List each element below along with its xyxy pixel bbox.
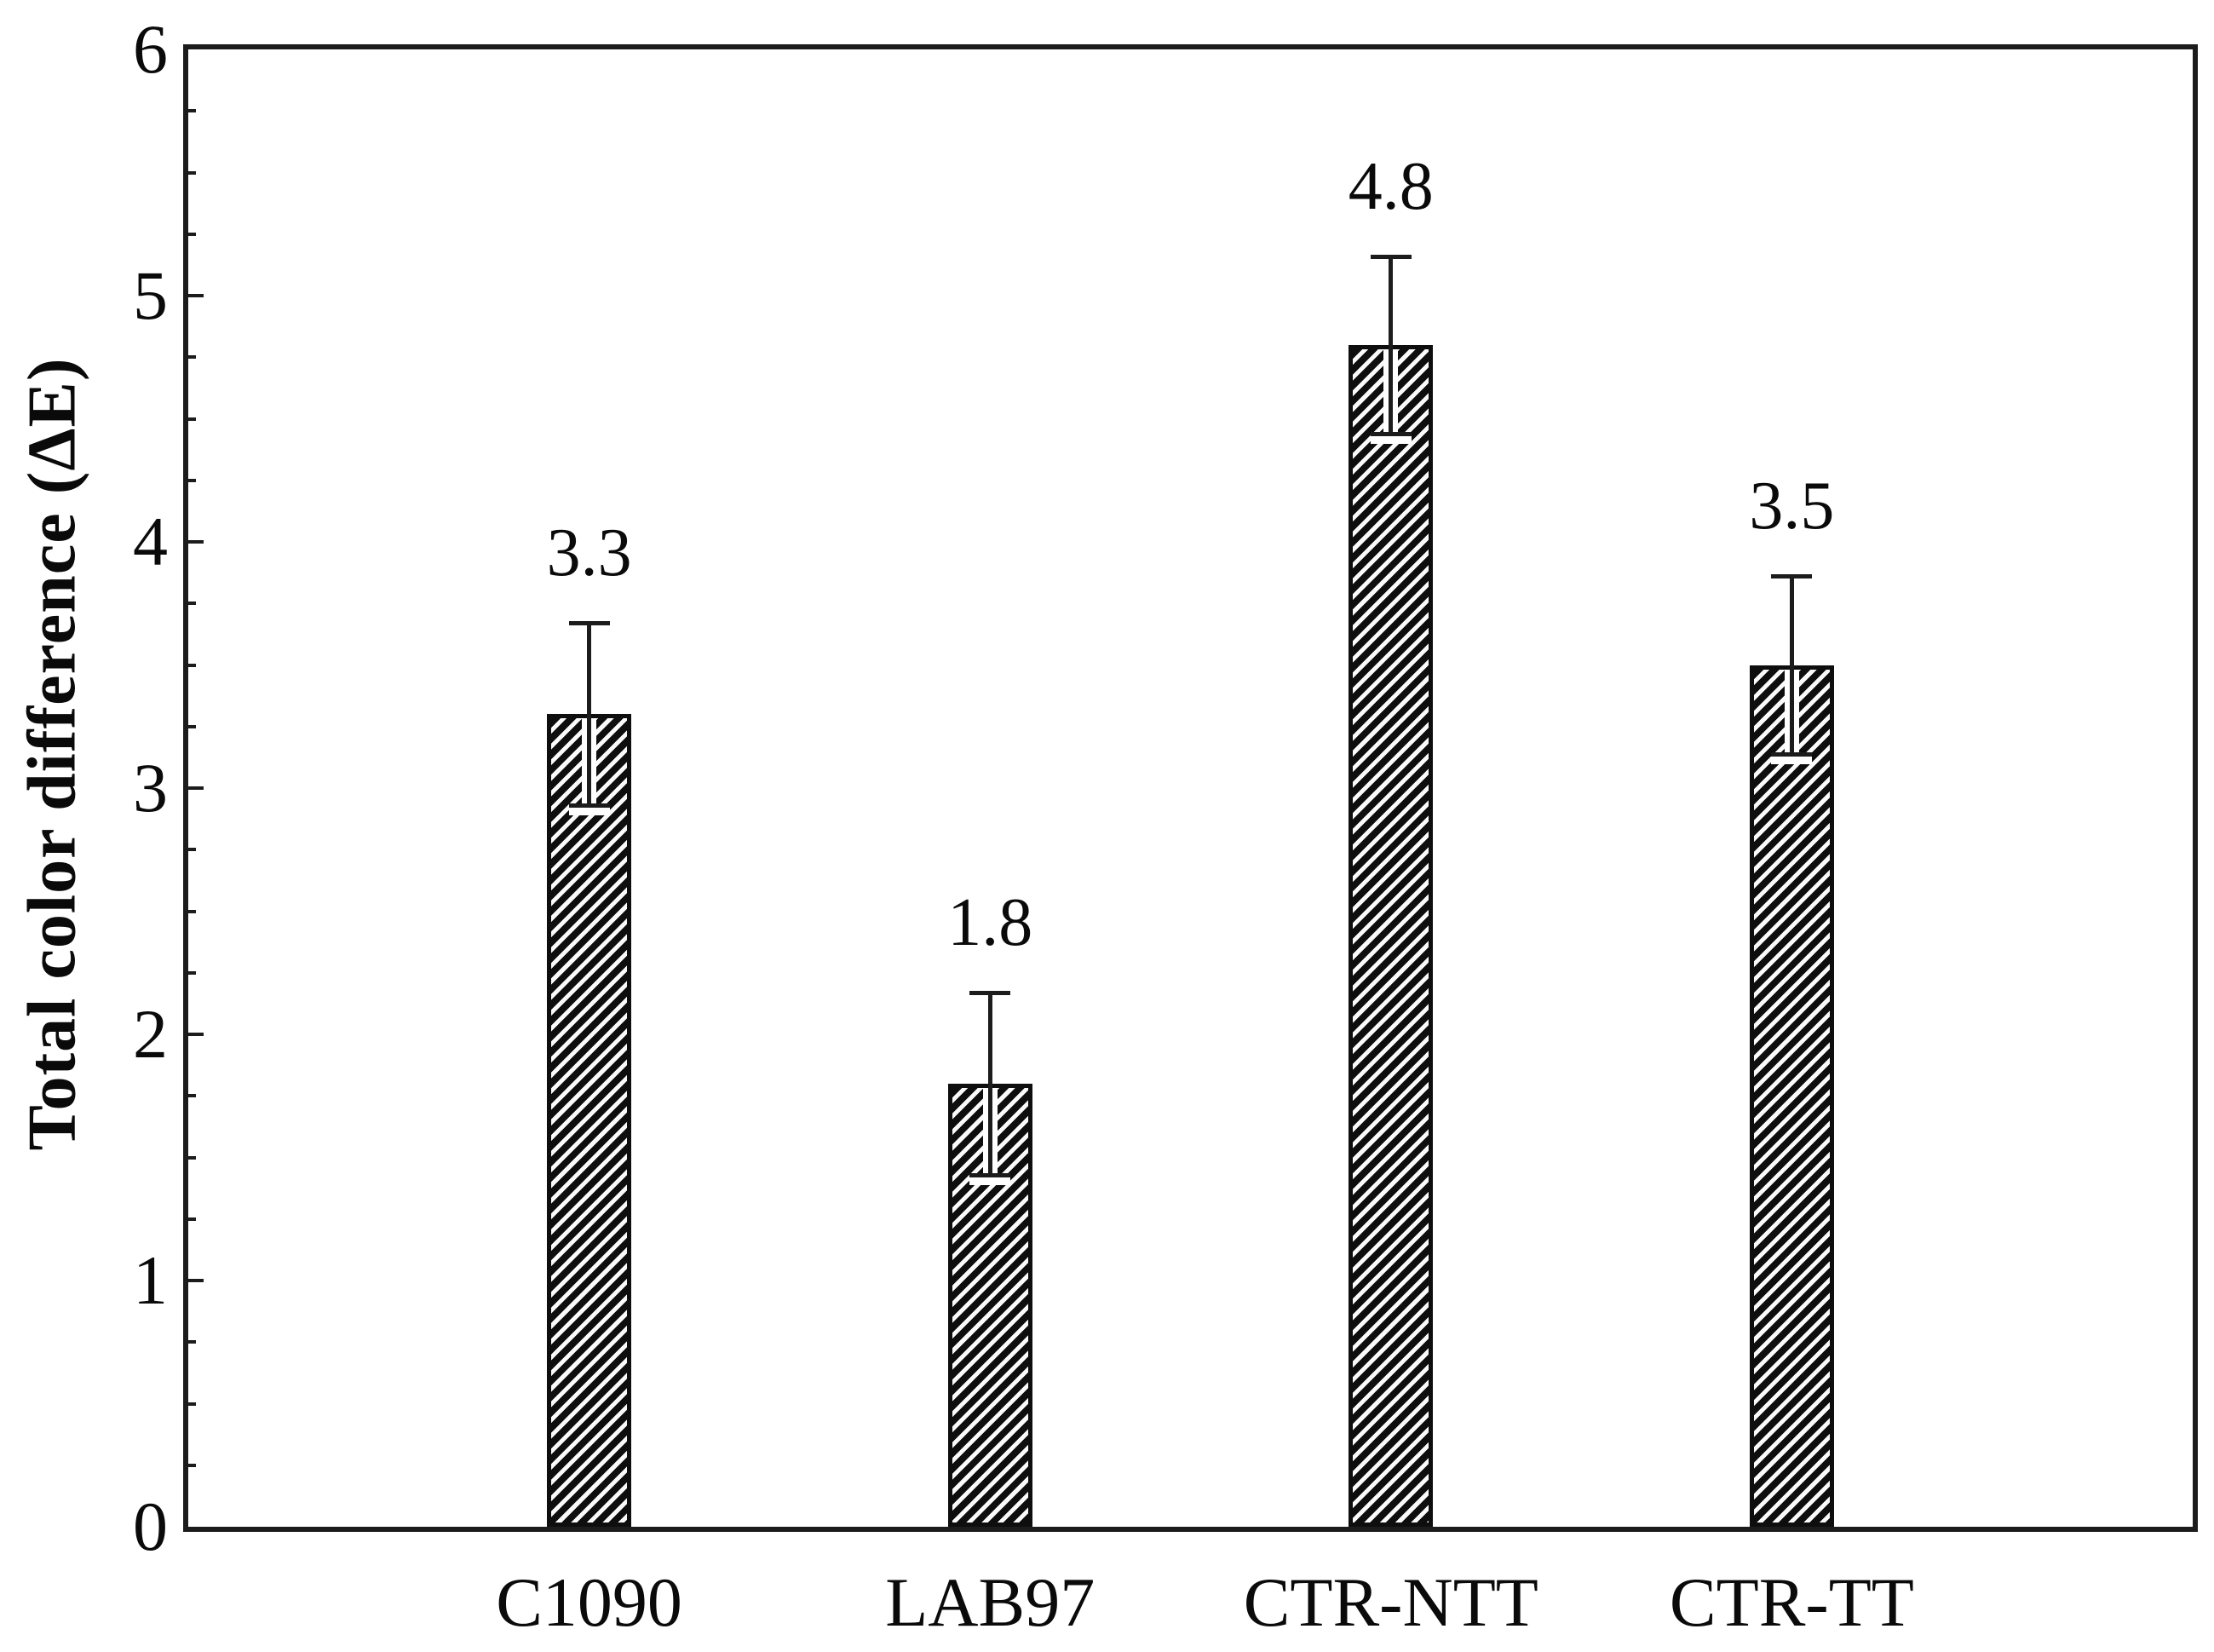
bar-value-label: 4.8 [1348, 148, 1434, 224]
y-minor-tick [188, 1340, 196, 1344]
y-minor-tick [188, 109, 196, 113]
bar [547, 714, 632, 1527]
y-major-tick [188, 1279, 204, 1282]
y-minor-tick [188, 232, 196, 236]
y-minor-tick [188, 602, 196, 606]
bar-value-label: 3.5 [1749, 469, 1835, 544]
y-tick-label: 4 [133, 503, 168, 580]
y-major-tick [188, 1033, 204, 1036]
y-tick-label: 1 [133, 1241, 168, 1319]
error-bar-cap [568, 803, 610, 809]
y-tick-label: 6 [133, 10, 168, 88]
y-tick-label: 3 [133, 749, 168, 826]
bar-value-label: 1.8 [947, 884, 1033, 960]
error-bar-line [987, 992, 992, 1175]
y-minor-tick [188, 1155, 196, 1160]
plot-area: 3.3 1.8 4.8 3.5 [183, 44, 2198, 1532]
y-major-tick [188, 786, 204, 790]
error-bar-cap [1771, 751, 1813, 757]
y-minor-tick [188, 970, 196, 975]
error-bar-cap [969, 1172, 1011, 1177]
y-minor-tick [188, 1217, 196, 1221]
x-category-label: LAB97 [885, 1563, 1095, 1641]
y-minor-tick [188, 663, 196, 667]
x-category-label: CTR-TT [1669, 1563, 1914, 1641]
error-bar-cap [1370, 431, 1412, 436]
y-major-tick [188, 540, 204, 544]
y-major-tick [188, 294, 204, 297]
error-bar-line [1789, 576, 1794, 754]
error-bar-cap [1771, 574, 1813, 579]
y-minor-tick [188, 848, 196, 852]
bar-value-label: 3.3 [546, 515, 632, 591]
y-minor-tick [188, 170, 196, 175]
bar [1349, 344, 1434, 1527]
y-minor-tick [188, 1094, 196, 1098]
y-minor-tick [188, 909, 196, 913]
error-bar-cap [1370, 254, 1412, 259]
error-bar-line [587, 623, 592, 806]
y-minor-tick [188, 1402, 196, 1406]
y-minor-tick [188, 1463, 196, 1467]
y-minor-tick [188, 478, 196, 482]
y-tick-label: 5 [133, 256, 168, 334]
y-tick-label: 2 [133, 995, 168, 1073]
error-bar-cap [969, 990, 1011, 995]
y-minor-tick [188, 724, 196, 728]
y-minor-tick [188, 355, 196, 360]
y-minor-tick [188, 417, 196, 421]
error-bar-cap [568, 621, 610, 626]
x-category-label: CTR-NTT [1243, 1563, 1538, 1641]
bar [1749, 665, 1834, 1527]
x-category-label: C1090 [496, 1563, 682, 1641]
y-tick-label: 0 [133, 1488, 168, 1565]
error-bar-line [1389, 256, 1394, 434]
